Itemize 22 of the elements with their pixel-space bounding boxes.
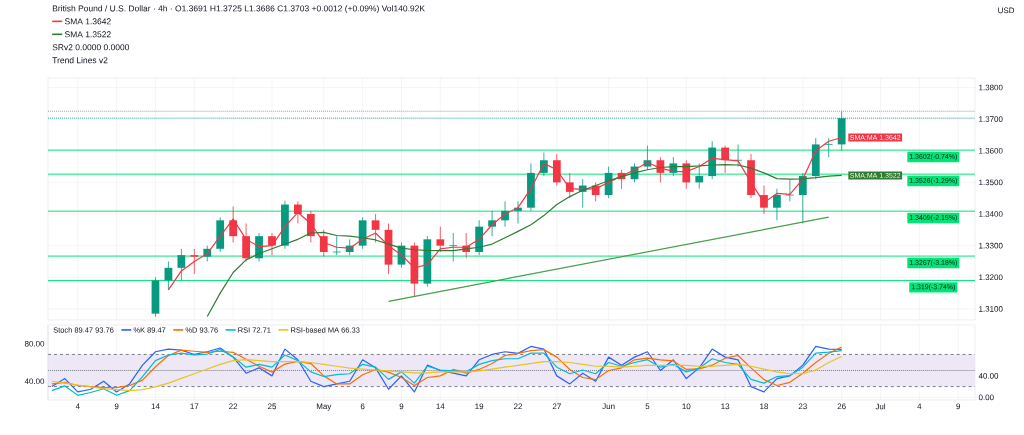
- candlestick: [319, 229, 328, 258]
- candlestick: [436, 226, 445, 253]
- candlestick: [177, 248, 186, 281]
- chart-title: British Pound / U.S. Dollar · 4h · O1.3691 H1.3725 L1.3686 C1.3703 +0.0012 (+0.09%) Vol140.92K: [52, 5, 425, 14]
- legend-label: SMA 1.3642: [64, 18, 111, 25]
- candlestick: [371, 213, 380, 243]
- candlestick: [229, 206, 238, 243]
- text: Trend Lines v2: [52, 56, 108, 64]
- candlestick: [682, 159, 691, 190]
- legend-label: SMA 1.3522: [64, 31, 111, 38]
- text: SRv2 0.0000 0.0000: [52, 44, 130, 51]
- candlestick: [190, 248, 199, 275]
- candlestick: [242, 223, 250, 262]
- candlestick: [721, 145, 730, 174]
- candlestick: [332, 235, 342, 256]
- candlestick: [785, 178, 795, 202]
- candlestick: [695, 163, 704, 190]
- candlestick: [760, 185, 768, 215]
- candlestick: [824, 137, 833, 158]
- candlestick: [448, 232, 458, 262]
- candlestick: [773, 188, 781, 221]
- candlestick: [552, 153, 561, 186]
